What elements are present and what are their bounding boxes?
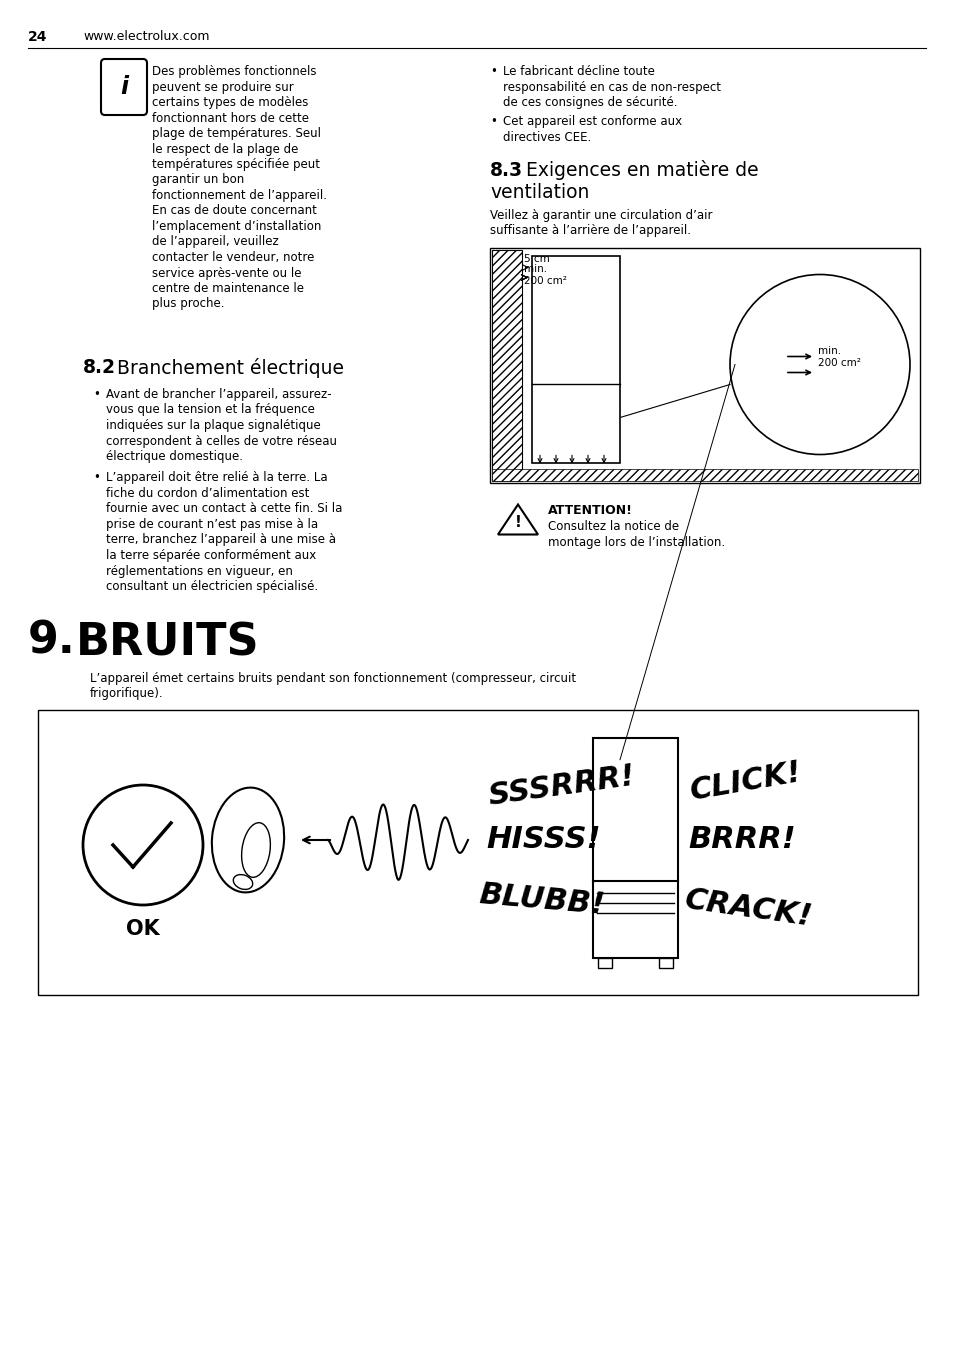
Bar (532, 256, 619, 463)
Text: 8.2: 8.2 (83, 357, 116, 376)
Text: fonctionnant hors de cette: fonctionnant hors de cette (152, 111, 309, 125)
Text: 24: 24 (28, 30, 48, 43)
Text: 200 cm²: 200 cm² (523, 276, 566, 287)
Text: peuvent se produire sur: peuvent se produire sur (152, 80, 294, 93)
Ellipse shape (241, 823, 270, 877)
Text: 5 cm: 5 cm (523, 253, 549, 264)
Text: plage de températures. Seul: plage de températures. Seul (152, 127, 320, 139)
Text: Cet appareil est conforme aux: Cet appareil est conforme aux (502, 115, 681, 129)
Bar (490, 248, 919, 482)
Text: Consultez la notice de: Consultez la notice de (547, 520, 679, 533)
Text: températures spécifiée peut: températures spécifiée peut (152, 158, 319, 171)
Text: min.: min. (523, 264, 547, 275)
Text: électrique domestique.: électrique domestique. (106, 450, 243, 463)
Text: garantir un bon: garantir un bon (152, 173, 244, 187)
Bar (598, 959, 612, 968)
Ellipse shape (233, 875, 253, 890)
Text: i: i (120, 74, 128, 99)
Text: de l’appareil, veuillez: de l’appareil, veuillez (152, 236, 278, 249)
Text: terre, branchez l’appareil à une mise à: terre, branchez l’appareil à une mise à (106, 533, 335, 547)
Text: fonctionnement de l’appareil.: fonctionnement de l’appareil. (152, 190, 327, 202)
Text: centre de maintenance le: centre de maintenance le (152, 282, 304, 295)
Text: la terre séparée conformément aux: la terre séparée conformément aux (106, 548, 315, 562)
Text: •: • (92, 471, 100, 485)
Text: HISSS!: HISSS! (485, 825, 599, 854)
Text: prise de courant n’est pas mise à la: prise de courant n’est pas mise à la (106, 519, 317, 531)
Text: certains types de modèles: certains types de modèles (152, 96, 308, 110)
Text: CRACK!: CRACK! (682, 886, 814, 932)
Text: service après-vente ou le: service après-vente ou le (152, 267, 301, 279)
Text: BRRR!: BRRR! (687, 825, 795, 854)
Bar (492, 468, 917, 481)
Text: montage lors de l’installation.: montage lors de l’installation. (547, 536, 724, 548)
Text: SSSRRR!: SSSRRR! (485, 762, 636, 811)
Text: !: ! (514, 515, 521, 529)
Text: fournie avec un contact à cette fin. Si la: fournie avec un contact à cette fin. Si … (106, 502, 342, 516)
Text: •: • (490, 65, 497, 79)
FancyBboxPatch shape (101, 60, 147, 115)
Text: L’appareil émet certains bruits pendant son fonctionnement (compresseur, circuit: L’appareil émet certains bruits pendant … (90, 672, 576, 685)
Circle shape (729, 275, 909, 455)
Text: réglementations en vigueur, en: réglementations en vigueur, en (106, 565, 293, 578)
Text: correspondent à celles de votre réseau: correspondent à celles de votre réseau (106, 435, 336, 448)
Text: vous que la tension et la fréquence: vous que la tension et la fréquence (106, 403, 314, 417)
Text: Des problèmes fonctionnels: Des problèmes fonctionnels (152, 65, 316, 79)
Bar (492, 249, 521, 481)
Text: BRUITS: BRUITS (76, 621, 259, 665)
Text: contacter le vendeur, notre: contacter le vendeur, notre (152, 250, 314, 264)
Text: BLUBB!: BLUBB! (477, 880, 605, 919)
Bar (38, 709, 917, 995)
Text: 9.: 9. (28, 620, 75, 663)
Text: responsabilité en cas de non-respect: responsabilité en cas de non-respect (502, 80, 720, 93)
Text: indiquées sur la plaque signalétique: indiquées sur la plaque signalétique (106, 418, 320, 432)
Text: directives CEE.: directives CEE. (502, 131, 591, 144)
Text: CLICK!: CLICK! (687, 758, 803, 806)
Text: min.: min. (817, 347, 841, 356)
Text: de ces consignes de sécurité.: de ces consignes de sécurité. (502, 96, 677, 110)
Text: Le fabricant décline toute: Le fabricant décline toute (502, 65, 654, 79)
Text: www.electrolux.com: www.electrolux.com (83, 30, 210, 43)
Text: frigorifique).: frigorifique). (90, 688, 164, 700)
Ellipse shape (212, 788, 284, 892)
Text: ATTENTION!: ATTENTION! (547, 505, 632, 517)
Text: •: • (490, 115, 497, 129)
Text: L’appareil doit être relié à la terre. La: L’appareil doit être relié à la terre. L… (106, 471, 327, 485)
Text: fiche du cordon d’alimentation est: fiche du cordon d’alimentation est (106, 487, 309, 500)
Text: Branchement électrique: Branchement électrique (117, 357, 344, 378)
Text: le respect de la plage de: le respect de la plage de (152, 142, 298, 156)
Text: En cas de doute concernant: En cas de doute concernant (152, 204, 316, 218)
Text: 8.3: 8.3 (490, 161, 522, 180)
Text: •: • (92, 389, 100, 401)
Bar (593, 738, 678, 959)
Text: Avant de brancher l’appareil, assurez-: Avant de brancher l’appareil, assurez- (106, 389, 332, 401)
Text: consultant un électricien spécialisé.: consultant un électricien spécialisé. (106, 580, 317, 593)
Text: l’emplacement d’installation: l’emplacement d’installation (152, 219, 321, 233)
Text: Exigences en matière de: Exigences en matière de (525, 161, 758, 180)
Text: Veillez à garantir une circulation d’air: Veillez à garantir une circulation d’air (490, 209, 712, 222)
Text: OK: OK (126, 919, 160, 940)
Circle shape (83, 785, 203, 904)
Text: suffisante à l’arrière de l’appareil.: suffisante à l’arrière de l’appareil. (490, 223, 690, 237)
Text: 200 cm²: 200 cm² (817, 359, 860, 368)
Bar (659, 959, 672, 968)
Polygon shape (497, 505, 537, 535)
Text: ventilation: ventilation (490, 183, 589, 202)
Text: plus proche.: plus proche. (152, 298, 224, 310)
